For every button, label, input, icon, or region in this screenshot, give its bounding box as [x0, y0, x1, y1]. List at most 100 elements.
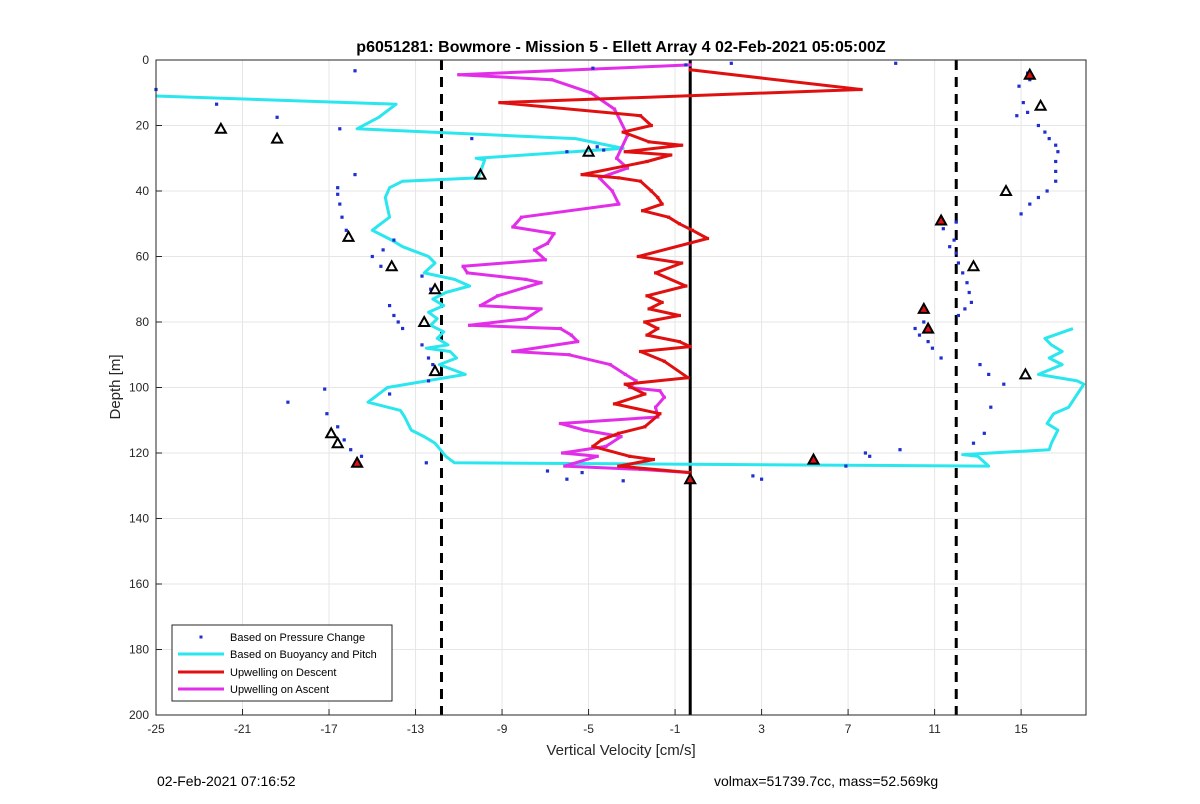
glider-marker [385, 259, 399, 272]
legend: Based on Pressure Change Based on Buoyan… [171, 624, 393, 702]
series-pressure-point [424, 461, 428, 465]
series-ascent-point [582, 428, 586, 432]
x-tick-label: 3 [758, 722, 765, 736]
footer-timestamp: 02-Feb-2021 07:16:52 [157, 773, 296, 789]
series-descent-point [647, 140, 651, 144]
series-descent-point [656, 195, 660, 200]
series-descent-point [690, 228, 694, 232]
series-pressure-point [325, 412, 329, 416]
chart-title: p6051281: Bowmore - Mission 5 - Ellett A… [356, 39, 886, 56]
series-ascent-point [567, 353, 571, 357]
x-tick-label: -13 [407, 722, 425, 736]
series-ascent-point [561, 451, 565, 455]
series-ascent-point [468, 323, 472, 327]
y-tick-label: 40 [136, 184, 150, 198]
x-tick-labels: -25 -21 -17 -13 -9 -5 -1 3 7 11 15 [147, 722, 1028, 736]
x-tick-label: 15 [1014, 722, 1028, 736]
series-pressure-point [922, 320, 926, 324]
y-tick-label: 160 [129, 577, 149, 591]
series-pressure-point [336, 186, 340, 190]
series-pressure-point [426, 356, 431, 360]
series-descent-point [680, 261, 684, 265]
series-descent-point [645, 159, 649, 164]
series-pressure-point [963, 307, 967, 311]
series-pressure-point [1045, 189, 1049, 193]
reference-lines [439, 60, 958, 715]
series-pressure-point [388, 304, 392, 308]
series-descent-point [623, 382, 627, 386]
series-ascent-point [524, 317, 528, 321]
series-descent-point [612, 402, 617, 406]
glider-marker [581, 144, 596, 157]
legend-marker-pressure [199, 635, 203, 639]
series-ascent-point [558, 421, 562, 426]
series-pressure-point [956, 261, 960, 265]
glider-marker [806, 452, 821, 465]
glider-marker [1033, 98, 1048, 111]
series-pressure-point [580, 471, 584, 475]
series-pressure-point [591, 66, 595, 70]
series-pressure-point [1056, 150, 1060, 154]
series-ascent-point [654, 405, 658, 409]
series-pressure-point [967, 290, 971, 295]
glider-marker [331, 436, 345, 449]
series-pressure-point [684, 63, 688, 67]
series-descent-point [688, 345, 692, 349]
y-tick-label: 120 [129, 446, 149, 460]
grid-lines [155, 59, 1086, 716]
legend-label-ascent: Upwelling on Ascent [230, 684, 329, 696]
series-ascent-point [595, 454, 599, 458]
y-tick-labels: 0 20 40 60 80 100 120 140 160 180 200 [129, 53, 149, 722]
series-pressure-point [429, 287, 433, 291]
series-descent-point [591, 444, 595, 448]
series-descent-point [669, 153, 673, 157]
series-pressure-point [1015, 114, 1019, 118]
series-descent-point [621, 130, 625, 134]
series-pressure-point [545, 469, 550, 473]
glider-marker [428, 282, 442, 295]
series-pressure-point [420, 343, 424, 347]
glider-marker [428, 364, 442, 377]
series-ascent-point [608, 363, 612, 367]
series-ascent-point [552, 232, 556, 236]
series-descent-point [656, 326, 660, 331]
series-ascent-point [532, 248, 537, 252]
series-descent-point [643, 320, 647, 324]
series-ascent-point [543, 258, 547, 262]
series-descent-point [638, 349, 643, 354]
series-pressure-point [353, 173, 357, 177]
series-pressure-point [338, 202, 342, 206]
series-ascent-point [623, 372, 627, 376]
series-pressure-point [379, 264, 383, 268]
series-descent-point [688, 68, 692, 72]
x-tick-label: -25 [147, 722, 165, 736]
series-ascent-point [589, 91, 593, 95]
y-tick-label: 60 [136, 250, 150, 264]
series-ascent-point [576, 340, 580, 344]
series-pressure-point [370, 254, 374, 259]
y-tick-label: 180 [129, 643, 149, 657]
series-pressure-point [989, 405, 993, 409]
series-pressure-point [956, 313, 960, 318]
series-ascent-point [511, 349, 515, 354]
series-descent-point [680, 143, 684, 147]
series-pressure-point [381, 248, 385, 252]
series-pressure-point [961, 271, 965, 275]
series-ascent-point [457, 73, 461, 77]
series-descent-point [623, 150, 627, 154]
glider-marker [683, 472, 697, 485]
series-pressure-point [1017, 84, 1021, 88]
series-pressure-point [863, 451, 867, 455]
series-pressure-point [939, 356, 943, 360]
series-ascent-point [563, 464, 567, 468]
glider-marker [350, 455, 364, 468]
y-axis-label: Depth [m] [107, 354, 124, 419]
series-pressure-point [342, 438, 346, 442]
glider-marker [417, 314, 431, 327]
x-axis-label: Vertical Velocity [cm/s] [546, 742, 695, 759]
glider-marker [324, 426, 338, 439]
glider-marker [934, 213, 948, 226]
series-ascent-point [550, 78, 554, 82]
series-ascent-point [597, 176, 601, 180]
series-ascent-point [511, 225, 515, 229]
